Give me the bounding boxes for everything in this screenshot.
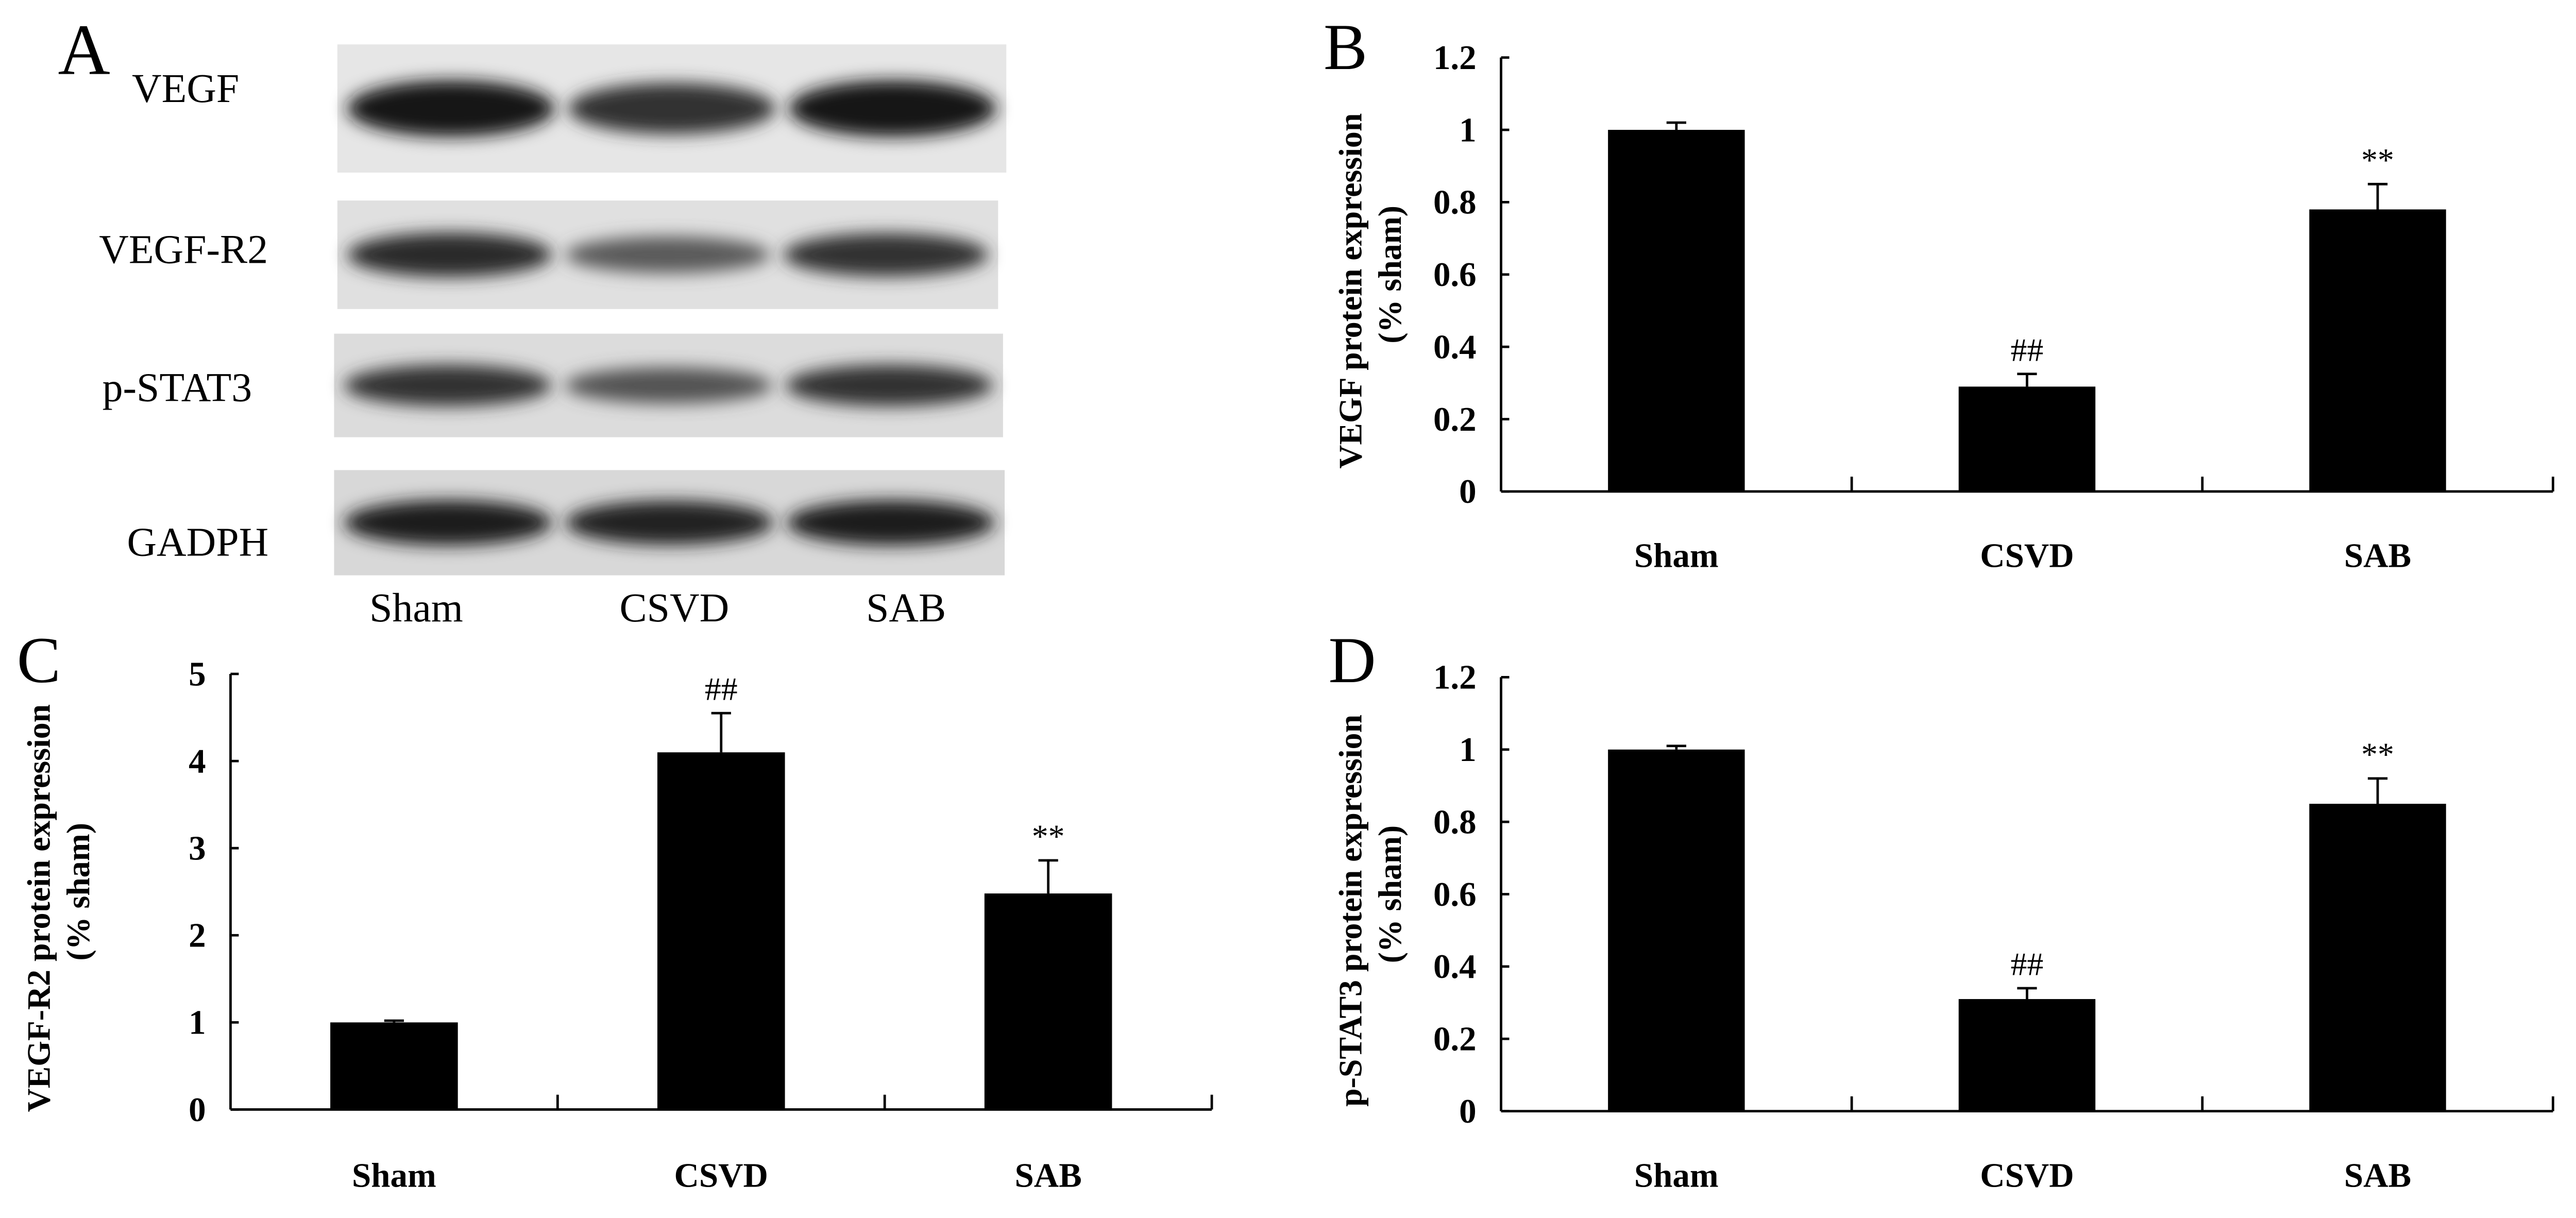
significance-mark: ##	[2011, 945, 2044, 982]
bar-sham	[1608, 130, 1745, 492]
bar-sham	[1608, 749, 1745, 1111]
y-tick-label: 5	[189, 655, 206, 693]
significance-mark: **	[1032, 818, 1065, 854]
blot-band	[347, 80, 555, 137]
lane-label-sham: Sham	[369, 585, 463, 631]
category-label-sham: Sham	[1634, 1156, 1719, 1194]
blot-band	[785, 364, 993, 407]
blot-band	[344, 364, 552, 407]
bar-csvd	[1958, 386, 2096, 492]
y-tick-label: 2	[189, 917, 206, 955]
panel-label-a: A	[58, 10, 110, 90]
category-label-csvd: CSVD	[674, 1156, 768, 1194]
category-label-sham: Sham	[1634, 537, 1719, 575]
bar-chart-b: B 0 0.2 0.4 0.6 0.8 1 1.2 Sham ## CSVD ** SAB VEGF pr…	[1324, 10, 2554, 575]
y-tick-label: 0.2	[1433, 400, 1477, 438]
y-tick-label: 0.2	[1433, 1020, 1477, 1058]
y-tick-label: 0	[189, 1091, 206, 1129]
y-tick-label: 0	[1459, 472, 1476, 511]
category-label-sab: SAB	[2344, 1156, 2411, 1194]
lane-label-sab: SAB	[866, 585, 946, 631]
blot-label-vegf-r2: VEGF-R2	[99, 227, 268, 272]
panel-label-c: C	[17, 623, 61, 697]
blot-strip-vegf-r2	[337, 200, 998, 309]
blot-band	[565, 236, 770, 274]
bar-sham	[330, 1022, 458, 1110]
blot-band	[344, 500, 552, 546]
y-tick-label: 0.8	[1433, 183, 1477, 222]
y-tick-label: 0.4	[1433, 328, 1477, 366]
blot-strip-p-stat3	[334, 333, 1003, 437]
y-tick-label: 0.6	[1433, 875, 1477, 914]
y-tick-label: 0	[1459, 1092, 1476, 1130]
y-axis-label: VEGF protein expression	[1332, 113, 1368, 469]
y-axis-label-unit: (% sham)	[1371, 206, 1408, 344]
significance-mark: ##	[705, 671, 738, 707]
y-tick-label: 0.6	[1433, 256, 1477, 294]
significance-mark: **	[2361, 736, 2394, 772]
panel-label-d: D	[1329, 623, 1376, 697]
y-tick-label: 1	[189, 1004, 206, 1042]
bar-sab	[2309, 209, 2446, 492]
y-axis-label: VEGF-R2 protein expression	[21, 704, 57, 1112]
bar-sab	[984, 893, 1112, 1110]
panel-label-b: B	[1324, 10, 1367, 83]
y-tick-label: 1	[1459, 111, 1476, 149]
y-axis-label-unit: (% sham)	[1371, 825, 1408, 963]
y-tick-label: 0.4	[1433, 948, 1477, 986]
y-tick-label: 4	[189, 742, 206, 780]
blot-strip-vegf	[337, 44, 1007, 173]
blot-band	[783, 233, 989, 277]
bar-csvd	[1958, 999, 2096, 1111]
blot-band	[787, 500, 995, 546]
significance-mark: ##	[2011, 331, 2044, 368]
y-tick-label: 1.2	[1433, 658, 1477, 697]
category-label-sab: SAB	[2344, 537, 2411, 575]
bar-csvd	[657, 752, 785, 1110]
blot-band	[347, 232, 552, 277]
blot-label-vegf: VEGF	[132, 66, 239, 111]
category-label-csvd: CSVD	[1980, 1156, 2074, 1194]
blot-band	[568, 82, 776, 134]
category-label-csvd: CSVD	[1980, 537, 2074, 575]
y-tick-label: 1	[1459, 731, 1476, 769]
y-axis-label-unit: (% sham)	[60, 823, 96, 961]
bar-chart-c: C 0 1 2 3 4 5 Sham ## CSVD ** SAB VEGF-R2 protein ex…	[17, 623, 1213, 1194]
blot-band	[565, 500, 774, 545]
y-tick-label: 0.8	[1433, 803, 1477, 841]
blot-strip-gadph	[334, 470, 1005, 576]
y-tick-label: 3	[189, 830, 206, 868]
bar-sab	[2309, 804, 2446, 1111]
category-label-sab: SAB	[1014, 1156, 1081, 1194]
blot-band	[565, 367, 772, 404]
blot-band	[789, 80, 996, 137]
significance-mark: **	[2361, 142, 2394, 178]
blot-label-p-stat3: p-STAT3	[103, 365, 252, 410]
blot-label-gadph: GADPH	[127, 519, 268, 565]
y-tick-label: 1.2	[1433, 39, 1477, 77]
western-blot-panel: A VEGF VEGF-R2 p-STAT3 GADPH Sham CSVD SAB	[58, 10, 1007, 631]
category-label-sham: Sham	[352, 1156, 436, 1194]
y-axis-label: p-STAT3 protein expression	[1332, 715, 1368, 1107]
lane-label-csvd: CSVD	[619, 585, 729, 631]
bar-chart-d: D 0 0.2 0.4 0.6 0.8 1 1.2 Sham ## CSVD ** SAB p-STAT3…	[1329, 623, 2554, 1194]
